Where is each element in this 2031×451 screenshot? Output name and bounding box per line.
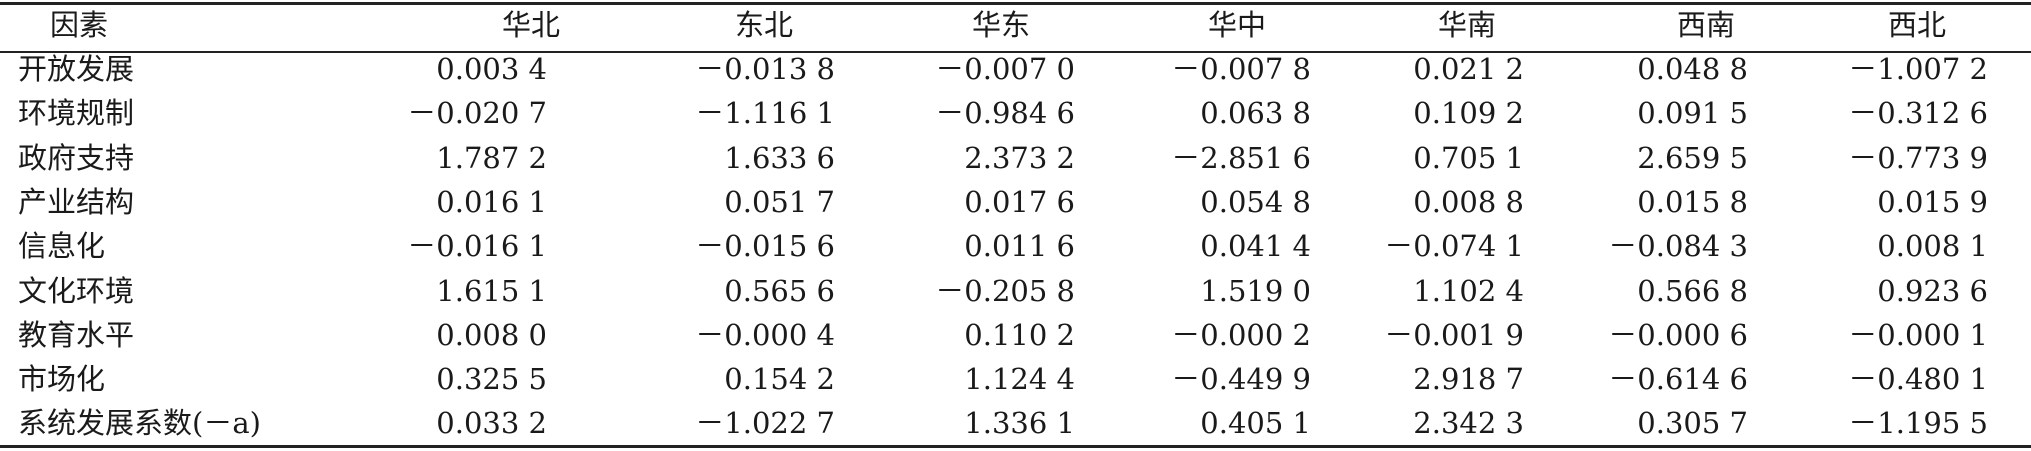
header-rule	[0, 51, 2031, 53]
value-cell: 0.008 1	[1877, 229, 1988, 264]
value-cell: 0.063 8	[1200, 96, 1311, 131]
header-cell: 华东	[971, 8, 1030, 42]
value-cell: 0.008 0	[436, 317, 547, 352]
row-label: 环境规制	[18, 96, 135, 131]
header-cell: 西南	[1676, 8, 1735, 42]
value-cell: －2.851 6	[1171, 140, 1311, 175]
value-cell: －0.205 8	[935, 273, 1075, 308]
value-cell: 0.705 1	[1413, 140, 1524, 175]
value-cell: 1.519 0	[1200, 273, 1311, 308]
value-cell: 0.923 6	[1877, 273, 1988, 308]
value-cell: 0.016 1	[436, 184, 547, 219]
value-cell: 1.633 6	[724, 140, 835, 175]
value-cell: 0.008 8	[1413, 184, 1524, 219]
row-label: 信息化	[18, 229, 106, 264]
value-cell: －0.020 7	[407, 96, 547, 131]
bottom-rule	[0, 445, 2031, 448]
value-cell: －0.001 9	[1384, 317, 1524, 352]
header-cell: 因素	[50, 8, 109, 42]
value-cell: －1.007 2	[1848, 52, 1988, 86]
header-cell: 华南	[1437, 8, 1496, 42]
value-cell: 0.017 6	[964, 184, 1075, 219]
value-cell: 1.336 1	[964, 406, 1075, 441]
value-cell: 0.109 2	[1413, 96, 1524, 131]
value-cell: 0.566 8	[1637, 273, 1748, 308]
row-label: 开放发展	[18, 52, 135, 86]
value-cell: 0.033 2	[436, 406, 547, 441]
value-cell: 0.015 8	[1637, 184, 1748, 219]
value-cell: 0.091 5	[1637, 96, 1748, 131]
value-cell: －0.000 1	[1848, 317, 1988, 352]
value-cell: －0.000 2	[1171, 317, 1311, 352]
value-cell: －0.007 0	[935, 52, 1075, 86]
value-cell: 0.110 2	[964, 317, 1075, 352]
value-cell: －0.312 6	[1848, 96, 1988, 131]
header-cell: 华北	[501, 8, 560, 42]
value-cell: 0.154 2	[724, 362, 835, 397]
value-cell: 0.003 4	[436, 52, 547, 86]
row-label: 产业结构	[18, 184, 135, 219]
value-cell: －0.016 1	[407, 229, 547, 264]
value-cell: 2.659 5	[1637, 140, 1748, 175]
value-cell: 1.102 4	[1413, 273, 1524, 308]
value-cell: －0.084 3	[1608, 229, 1748, 264]
header-cell: 华中	[1207, 8, 1266, 42]
row-label: 市场化	[18, 362, 106, 397]
value-cell: 0.305 7	[1637, 406, 1748, 441]
value-cell: 2.342 3	[1413, 406, 1524, 441]
value-cell: －0.984 6	[935, 96, 1075, 131]
value-cell: 1.787 2	[436, 140, 547, 175]
value-cell: －0.000 6	[1608, 317, 1748, 352]
value-cell: －0.449 9	[1171, 362, 1311, 397]
row-label: 系统发展系数(－a)	[18, 406, 261, 441]
value-cell: －0.614 6	[1608, 362, 1748, 397]
value-cell: －0.773 9	[1848, 140, 1988, 175]
value-cell: 0.565 6	[724, 273, 835, 308]
value-cell: －0.007 8	[1171, 52, 1311, 86]
row-label: 政府支持	[18, 140, 135, 175]
row-label: 文化环境	[18, 273, 135, 308]
value-cell: －0.013 8	[695, 52, 835, 86]
value-cell: 2.373 2	[964, 140, 1075, 175]
value-cell: －0.015 6	[695, 229, 835, 264]
value-cell: －0.000 4	[695, 317, 835, 352]
value-cell: 0.325 5	[436, 362, 547, 397]
value-cell: 1.124 4	[964, 362, 1075, 397]
value-cell: 1.615 1	[436, 273, 547, 308]
value-cell: －0.480 1	[1848, 362, 1988, 397]
value-cell: 2.918 7	[1413, 362, 1524, 397]
value-cell: 0.041 4	[1200, 229, 1311, 264]
row-label: 教育水平	[18, 317, 135, 352]
value-cell: 0.015 9	[1877, 184, 1988, 219]
top-rule	[0, 2, 2031, 5]
header-cell: 西北	[1887, 8, 1946, 42]
value-cell: 0.021 2	[1413, 52, 1524, 86]
value-cell: －0.074 1	[1384, 229, 1524, 264]
value-cell: －1.195 5	[1848, 406, 1988, 441]
value-cell: －1.022 7	[695, 406, 835, 441]
value-cell: －1.116 1	[695, 96, 835, 131]
value-cell: 0.405 1	[1200, 406, 1311, 441]
value-cell: 0.054 8	[1200, 184, 1311, 219]
value-cell: 0.051 7	[724, 184, 835, 219]
value-cell: 0.011 6	[964, 229, 1075, 264]
header-cell: 东北	[734, 8, 793, 42]
value-cell: 0.048 8	[1637, 52, 1748, 86]
